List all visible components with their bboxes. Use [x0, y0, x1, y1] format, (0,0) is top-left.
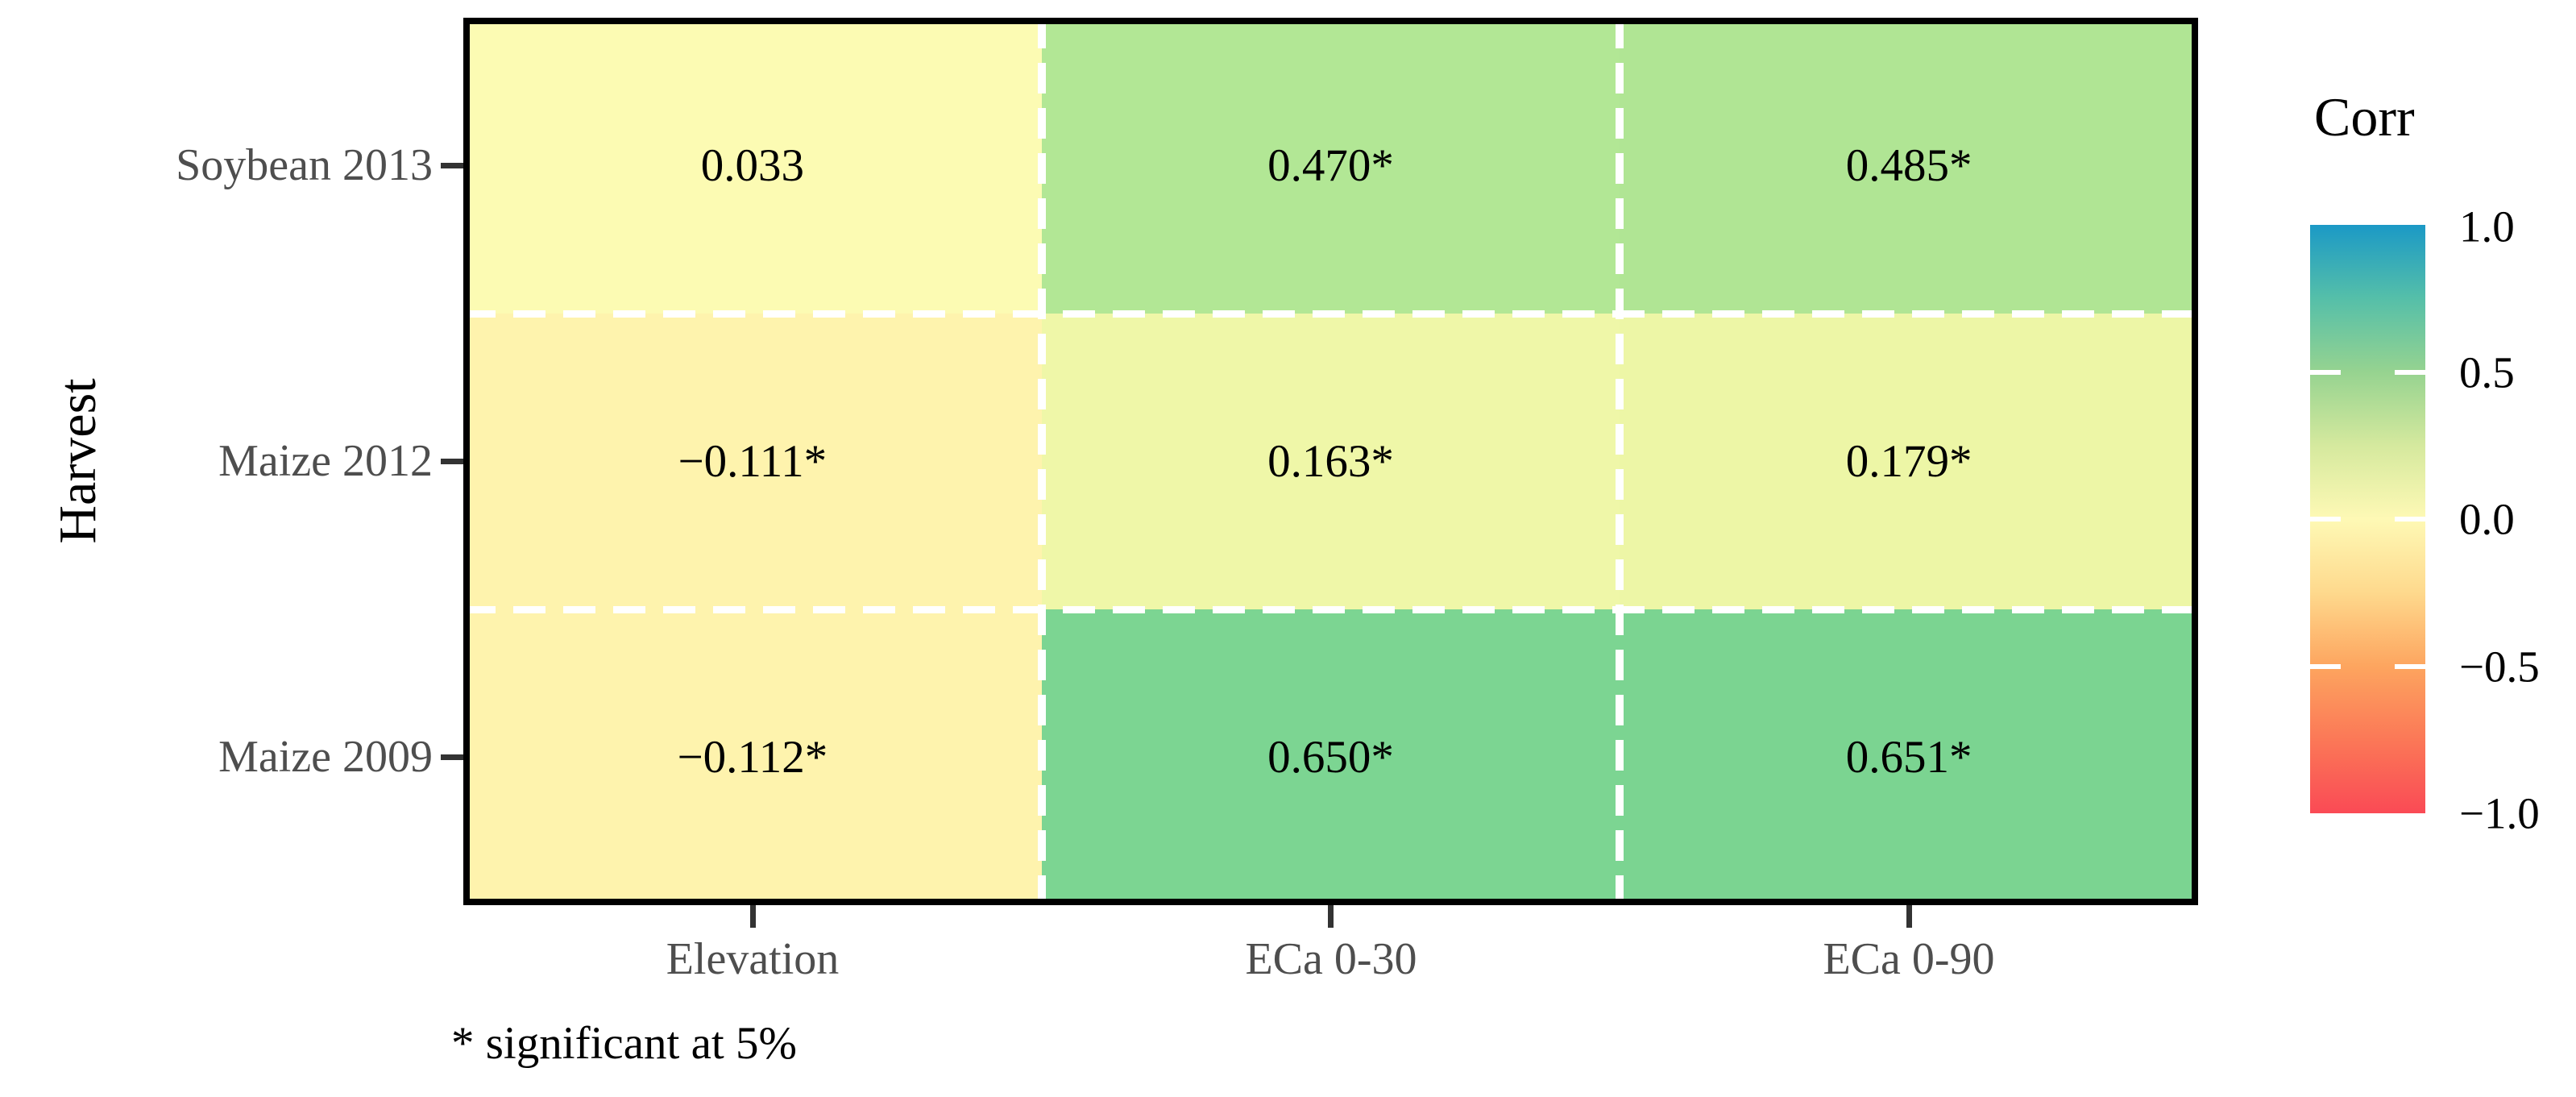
- heatmap-cell-maize2012-eca030: 0.163*: [1041, 314, 1620, 609]
- cell-value: 0.033: [700, 140, 804, 191]
- cell-value: −0.112*: [677, 732, 828, 783]
- plot-panel: 0.033 0.470* 0.485* −0.111* 0.163* 0.179…: [463, 18, 2198, 905]
- heatmap-cell-maize2009-elevation: −0.112*: [463, 609, 1042, 905]
- x-tick-mark: [1328, 905, 1334, 928]
- legend-tick-notch: [2310, 517, 2341, 521]
- y-tick-label-maize-2012: Maize 2012: [218, 436, 433, 486]
- legend-tick-label: 0.5: [2459, 347, 2515, 397]
- legend-tick-notch: [2310, 369, 2341, 375]
- grid-separator-horizontal: [463, 310, 2198, 318]
- legend-tick-notch: [2395, 663, 2425, 669]
- y-tick-mark: [441, 754, 463, 760]
- cell-value: 0.470*: [1267, 140, 1394, 191]
- cell-value: 0.179*: [1845, 436, 1972, 487]
- legend-tick-label: 0.0: [2459, 494, 2515, 544]
- legend-tick-label: 1.0: [2459, 202, 2515, 251]
- legend-tick-notch: [2395, 517, 2425, 521]
- legend-title: Corr: [2314, 86, 2415, 148]
- heatmap-cell-maize2012-elevation: −0.111*: [463, 314, 1042, 609]
- y-tick-mark: [441, 163, 463, 168]
- grid-separator-horizontal: [463, 605, 2198, 613]
- x-tick-label-elevation: Elevation: [666, 934, 840, 984]
- heatmap-grid: 0.033 0.470* 0.485* −0.111* 0.163* 0.179…: [463, 18, 2198, 905]
- heatmap-cell-soybean2013-eca090: 0.485*: [1620, 18, 2198, 314]
- heatmap-cell-soybean2013-eca030: 0.470*: [1041, 18, 1620, 314]
- x-tick-label-eca-0-90: ECa 0-90: [1823, 934, 1995, 984]
- cell-value: 0.650*: [1267, 732, 1394, 783]
- legend-tick-notch: [2310, 663, 2341, 669]
- grid-separator-vertical: [1616, 18, 1624, 905]
- legend-tick-notch: [2395, 369, 2425, 375]
- cell-value: 0.651*: [1845, 732, 1972, 783]
- legend-gradient-bar: [2310, 225, 2425, 813]
- cell-value: 0.163*: [1267, 436, 1394, 487]
- grid-separator-vertical: [1037, 18, 1046, 905]
- y-tick-label-soybean-2013: Soybean 2013: [176, 140, 433, 190]
- y-tick-label-maize-2009: Maize 2009: [218, 732, 433, 782]
- cell-value: 0.485*: [1845, 140, 1972, 191]
- x-tick-mark: [750, 905, 756, 928]
- heatmap-cell-maize2009-eca030: 0.650*: [1041, 609, 1620, 905]
- heatmap-cell-soybean2013-elevation: 0.033: [463, 18, 1042, 314]
- x-tick-mark: [1906, 905, 1912, 928]
- y-tick-mark: [441, 459, 463, 464]
- legend-tick-label: −1.0: [2459, 788, 2540, 838]
- legend-tick-label: −0.5: [2459, 642, 2540, 692]
- cell-value: −0.111*: [678, 436, 828, 487]
- heatmap-cell-maize2009-eca090: 0.651*: [1620, 609, 2198, 905]
- heatmap-cell-maize2012-eca090: 0.179*: [1620, 314, 2198, 609]
- x-tick-label-eca-0-30: ECa 0-30: [1245, 934, 1417, 984]
- significance-caption: * significant at 5%: [451, 1018, 797, 1069]
